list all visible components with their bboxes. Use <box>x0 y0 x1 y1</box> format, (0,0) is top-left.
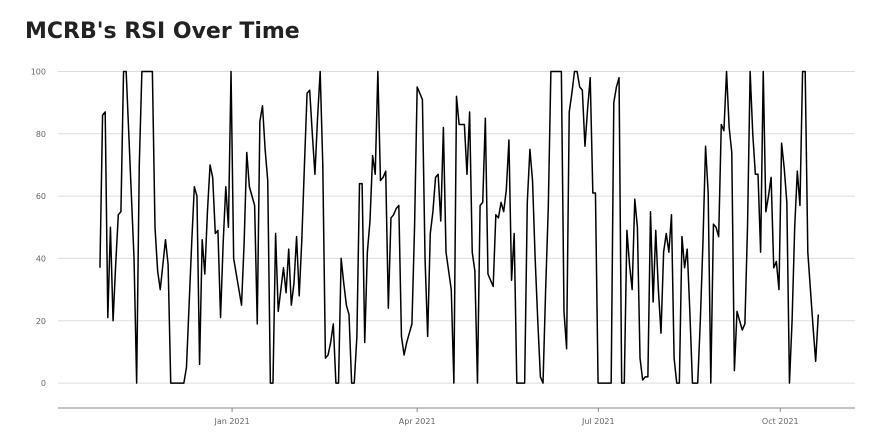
x-tick-label: Jan 2021 <box>213 417 249 426</box>
rsi-line <box>99 70 820 384</box>
y-tick-label: 80 <box>36 130 46 139</box>
y-tick-label: 100 <box>31 67 46 76</box>
y-tick-label: 40 <box>36 254 46 263</box>
x-tick-label: Oct 2021 <box>762 417 799 426</box>
chart-title: MCRB's RSI Over Time <box>25 19 300 44</box>
y-tick-label: 20 <box>36 317 46 326</box>
y-tick-label: 0 <box>41 379 46 388</box>
x-tick-label: Jul 2021 <box>581 417 615 426</box>
x-tick-label: Apr 2021 <box>399 417 436 426</box>
y-tick-label: 60 <box>36 192 46 201</box>
